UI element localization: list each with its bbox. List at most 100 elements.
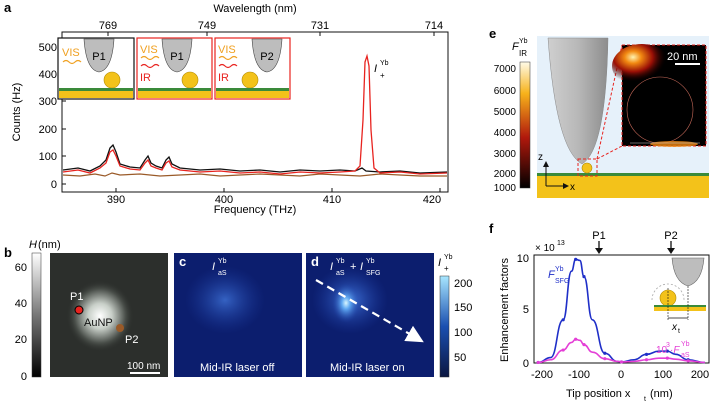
colorbar-e (519, 61, 531, 189)
y-tick: 100 (39, 151, 57, 163)
series-point-1 (574, 337, 578, 341)
y-tick: 300 (39, 96, 57, 108)
top-tick: 749 (198, 20, 216, 32)
svg-text:× 10: × 10 (535, 243, 555, 254)
cb-e-title: F Yb IR (512, 38, 528, 58)
f-x-ticks: -200 -100 0 100 200 (531, 369, 709, 381)
y-tick: 400 (39, 69, 57, 81)
f-y-tick: 5 (523, 304, 529, 316)
svg-text:+: + (380, 71, 385, 80)
svg-text:t: t (678, 328, 680, 335)
series-point-0 (582, 275, 586, 279)
scale-b: 100 nm (127, 361, 160, 372)
svg-text:Yb: Yb (555, 266, 564, 273)
series-point-0 (561, 318, 565, 322)
marker-p1: P1 (592, 230, 605, 242)
series-point-1 (536, 360, 540, 365)
svg-text:aS: aS (218, 270, 227, 277)
svg-text:I: I (212, 261, 215, 273)
cb-e-tick: 5000 (494, 107, 517, 118)
svg-text:I: I (438, 257, 441, 269)
svg-text:I: I (374, 63, 377, 75)
y-axis-label: Counts (Hz) (11, 83, 23, 142)
multiplier: × 10 13 (535, 240, 565, 254)
panel-c-letter: c (179, 254, 186, 269)
svg-text:Tip position x: Tip position x (566, 388, 631, 400)
y-ticks: 0 100 200 300 400 500 (39, 42, 66, 191)
caption-c: Mid-IR laser off (200, 362, 275, 374)
svg-text:F: F (512, 41, 520, 53)
cb-e-tick: 3000 (494, 149, 517, 160)
panel-c: c I Yb aS Mid-IR laser off (174, 253, 302, 377)
series-point-0 (665, 349, 669, 353)
panel-d: d I Yb aS + I Yb SFG Mid-IR laser on I Y… (306, 253, 472, 378)
bottom-tick: 400 (215, 194, 233, 206)
f-y-tick: 10 (517, 253, 529, 265)
svg-text:SFG: SFG (366, 270, 380, 277)
svg-text:SFG: SFG (555, 278, 569, 285)
inset-vis: VIS (218, 44, 236, 56)
f-y-ticks: 0 5 10 (517, 253, 529, 370)
bottom-tick: 390 (107, 194, 125, 206)
top-ticks: 769 749 731 714 (99, 20, 443, 36)
cb-d-tick: 150 (454, 302, 472, 314)
panel-a-letter: a (4, 0, 12, 15)
f-x-axis-label: Tip position x t (nm) (566, 388, 673, 403)
cb-b-tick: 20 (15, 334, 27, 346)
series-point-1 (603, 357, 607, 361)
svg-text:3: 3 (666, 342, 670, 349)
inset-ir: IR (218, 72, 229, 84)
cb-b-tick: 40 (15, 298, 27, 310)
svg-text:+: + (350, 261, 356, 273)
cb-b-unit: (nm) (38, 239, 61, 251)
y-tick: 0 (51, 179, 57, 191)
bottom-tick: 410 (323, 194, 341, 206)
f-inset: x t (651, 257, 706, 335)
cb-b-title: H (29, 239, 37, 251)
svg-text:Yb: Yb (366, 258, 375, 265)
series-point-0 (574, 257, 578, 261)
series-point-1 (686, 359, 690, 363)
series-point-1 (582, 343, 586, 347)
inset-vis: VIS (62, 47, 80, 59)
f-x-tick: -100 (568, 369, 590, 381)
series-point-0 (644, 352, 649, 356)
f-y-tick: 0 (523, 358, 529, 370)
svg-text:aS: aS (681, 352, 690, 359)
svg-text:Yb: Yb (218, 258, 227, 265)
svg-text:Yb: Yb (336, 258, 345, 265)
panel-f-letter: f (489, 221, 494, 236)
svg-text:aS: aS (336, 270, 345, 277)
particle-label: AuNP (84, 317, 113, 329)
series-point-1 (619, 360, 624, 364)
inset-probe: P1 (170, 51, 183, 63)
cb-d-title: I Yb + (438, 254, 453, 273)
cb-e-tick: 4000 (494, 128, 517, 139)
y-tick: 200 (39, 124, 57, 136)
cb-b-tick: 0 (21, 371, 27, 383)
cb-d-tick: 200 (454, 278, 472, 290)
inset-1: P1 VIS (57, 37, 135, 100)
svg-text:10: 10 (656, 345, 668, 356)
panel-d-letter: d (311, 254, 319, 269)
y-tick: 500 (39, 42, 57, 54)
sfg-label: F Yb SFG (548, 266, 569, 285)
panel-e: F Yb IR 7000 6000 5000 4000 3000 2000 10… (494, 36, 709, 198)
svg-text:IR: IR (519, 49, 527, 58)
spectrum-black (62, 143, 448, 174)
series-point-0 (603, 351, 607, 355)
bottom-tick: 420 (423, 194, 441, 206)
spectrum-red (62, 53, 448, 175)
top-tick: 769 (99, 20, 117, 32)
series-point-1 (665, 356, 669, 360)
f-x-tick: -200 (531, 369, 553, 381)
peak-label: I Yb + (374, 60, 389, 80)
bottom-ticks: 390 400 410 420 (107, 188, 441, 206)
f-series (536, 257, 705, 365)
top-tick: 714 (425, 20, 443, 32)
svg-text:13: 13 (557, 240, 565, 247)
svg-text:·F: ·F (670, 345, 680, 356)
panel-b-letter: b (4, 245, 12, 260)
svg-text:F: F (548, 269, 556, 281)
panel-e-letter: e (489, 26, 496, 41)
